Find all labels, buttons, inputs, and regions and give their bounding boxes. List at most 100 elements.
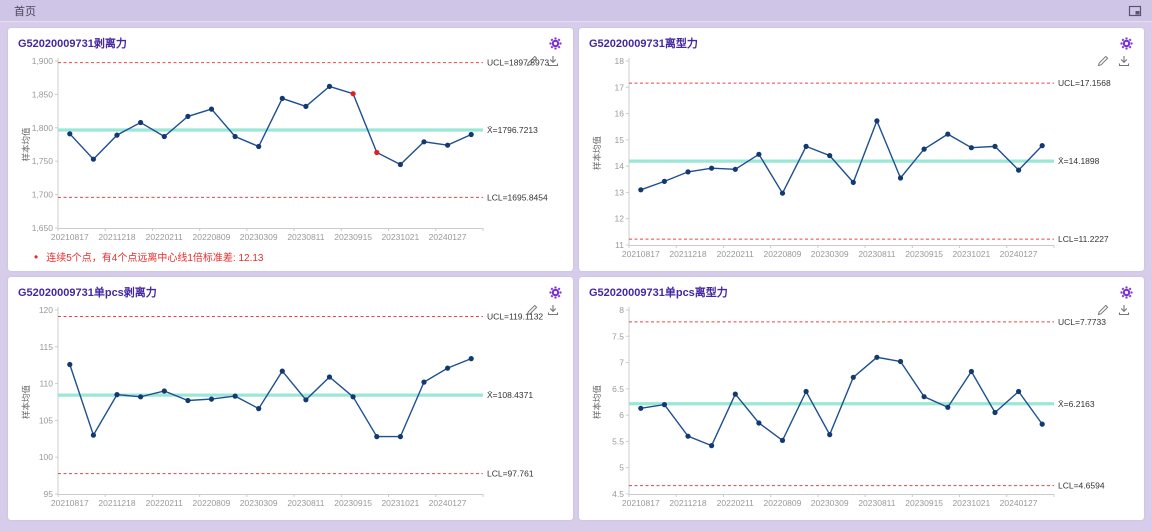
top-tab-bar: 首页 [0, 0, 1152, 22]
control-chart[interactable]: 1,900 1,850 1,800 1,750 1,700 1,650 样本均值 202108… [18, 53, 563, 248]
svg-text:样本均值: 样本均值 [592, 136, 602, 171]
svg-text:样本均值: 样本均值 [21, 127, 31, 162]
chart-toolbar [526, 54, 559, 67]
svg-text:100: 100 [39, 452, 53, 462]
svg-text:X̄=1796.7213: X̄=1796.7213 [487, 125, 538, 135]
svg-text:95: 95 [44, 489, 54, 499]
svg-text:20210817: 20210817 [51, 498, 89, 508]
svg-text:20230309: 20230309 [811, 249, 849, 259]
svg-text:20220809: 20220809 [193, 498, 231, 508]
svg-text:20230309: 20230309 [240, 498, 278, 508]
svg-text:20220809: 20220809 [193, 232, 231, 242]
svg-text:LCL=1695.8454: LCL=1695.8454 [487, 192, 548, 202]
svg-text:13: 13 [615, 187, 625, 197]
svg-text:20240127: 20240127 [429, 232, 467, 242]
svg-text:18: 18 [615, 56, 625, 66]
panel-header: G52020009731单pcs离型力 [589, 282, 1134, 302]
violation-message: • 连续5个点，有4个点远离中心线1倍标准差: 12.13 [18, 248, 563, 265]
chart-panel-pcs-release-force: G52020009731单pcs离型力 8 7.5 7 6.5 6 5.5 5 4.5 样本均值… [579, 277, 1144, 520]
svg-text:1,700: 1,700 [32, 190, 54, 200]
svg-text:20231021: 20231021 [952, 498, 990, 508]
svg-text:20210817: 20210817 [622, 498, 660, 508]
svg-text:7: 7 [619, 358, 624, 368]
svg-text:20240127: 20240127 [429, 498, 467, 508]
edit-icon[interactable] [1097, 303, 1109, 316]
svg-text:LCL=97.761: LCL=97.761 [487, 469, 534, 479]
svg-text:110: 110 [39, 379, 53, 389]
svg-text:5: 5 [619, 463, 624, 473]
svg-text:UCL=1897.5973: UCL=1897.5973 [487, 58, 549, 68]
download-icon[interactable] [1118, 54, 1130, 67]
gear-icon[interactable] [1119, 285, 1134, 300]
svg-text:X̄=6.2163: X̄=6.2163 [1058, 399, 1095, 409]
svg-text:20231021: 20231021 [381, 232, 419, 242]
chart-toolbar [1097, 54, 1130, 67]
svg-text:15: 15 [615, 135, 625, 145]
svg-text:LCL=11.2227: LCL=11.2227 [1058, 234, 1109, 244]
svg-text:115: 115 [39, 342, 53, 352]
panel-header: G52020009731剥离力 [18, 33, 563, 53]
download-icon[interactable] [547, 54, 559, 67]
gear-icon[interactable] [548, 36, 563, 51]
tab-home[interactable]: 首页 [14, 5, 36, 18]
gear-icon[interactable] [1119, 36, 1134, 51]
svg-text:17: 17 [615, 82, 625, 92]
svg-text:20230811: 20230811 [858, 249, 895, 259]
svg-text:X̄=108.4371: X̄=108.4371 [487, 390, 533, 400]
svg-text:8: 8 [619, 305, 624, 315]
svg-text:20230915: 20230915 [905, 498, 943, 508]
svg-text:20230309: 20230309 [240, 232, 278, 242]
panel-header: G52020009731单pcs剥离力 [18, 282, 563, 302]
chart-panel-release-force: G52020009731离型力 18 17 16 15 14 13 12 11 样本均值 2021… [579, 28, 1144, 271]
svg-text:20240127: 20240127 [1000, 498, 1038, 508]
svg-text:1,650: 1,650 [32, 223, 54, 233]
panel-title: G52020009731剥离力 [18, 38, 127, 50]
svg-text:20230915: 20230915 [905, 249, 943, 259]
svg-text:20220211: 20220211 [146, 232, 183, 242]
svg-text:20230811: 20230811 [287, 498, 324, 508]
svg-text:20210817: 20210817 [51, 232, 89, 242]
violation-text: 连续5个点，有4个点远离中心线1倍标准差: 12.13 [46, 253, 264, 264]
svg-text:X̄=14.1898: X̄=14.1898 [1058, 156, 1100, 166]
download-icon[interactable] [547, 303, 559, 316]
svg-text:20231021: 20231021 [952, 249, 990, 259]
svg-text:UCL=119.1132: UCL=119.1132 [487, 312, 543, 322]
panel-title: G52020009731单pcs离型力 [589, 287, 728, 299]
svg-text:11: 11 [615, 240, 624, 250]
download-icon[interactable] [1118, 303, 1130, 316]
control-chart[interactable]: 18 17 16 15 14 13 12 11 样本均值 20210817 20211218 2022… [589, 53, 1134, 265]
svg-text:20220211: 20220211 [146, 498, 183, 508]
svg-text:20220211: 20220211 [717, 249, 754, 259]
svg-text:UCL=7.7733: UCL=7.7733 [1058, 317, 1106, 327]
chart-panel-peel-force: G52020009731剥离力 1,900 1,850 1,800 1,750 1,70… [8, 28, 573, 271]
svg-text:20210817: 20210817 [622, 249, 660, 259]
svg-text:12: 12 [615, 214, 625, 224]
svg-text:20231021: 20231021 [381, 498, 419, 508]
svg-text:20240127: 20240127 [1000, 249, 1038, 259]
svg-text:20211218: 20211218 [669, 498, 706, 508]
panel-title: G52020009731单pcs剥离力 [18, 287, 157, 299]
chart-panel-pcs-peel-force: G52020009731单pcs剥离力 120 115 110 105 100 95 样本均… [8, 277, 573, 520]
svg-text:120: 120 [39, 305, 53, 315]
svg-text:1,750: 1,750 [32, 156, 54, 166]
control-chart[interactable]: 120 115 110 105 100 95 样本均值 20210817 20211218 202… [18, 302, 563, 514]
svg-text:1,850: 1,850 [32, 89, 54, 99]
edit-icon[interactable] [526, 54, 538, 67]
svg-text:16: 16 [615, 109, 625, 119]
gear-icon[interactable] [548, 285, 563, 300]
edit-icon[interactable] [1097, 54, 1109, 67]
chart-toolbar [1097, 303, 1130, 316]
panel-title: G52020009731离型力 [589, 38, 698, 50]
svg-text:5.5: 5.5 [612, 436, 624, 446]
edit-icon[interactable] [526, 303, 538, 316]
expand-icon[interactable] [1128, 4, 1142, 18]
dashboard-grid: G52020009731剥离力 1,900 1,850 1,800 1,750 1,70… [0, 22, 1152, 526]
control-chart[interactable]: 8 7.5 7 6.5 6 5.5 5 4.5 样本均值 20210817 20211218 2022… [589, 302, 1134, 514]
svg-text:14: 14 [615, 161, 625, 171]
svg-text:样本均值: 样本均值 [592, 385, 602, 420]
panel-header: G52020009731离型力 [589, 33, 1134, 53]
svg-text:20230915: 20230915 [334, 232, 372, 242]
svg-text:UCL=17.1568: UCL=17.1568 [1058, 78, 1111, 88]
svg-text:20211218: 20211218 [98, 232, 135, 242]
svg-text:样本均值: 样本均值 [21, 385, 31, 420]
